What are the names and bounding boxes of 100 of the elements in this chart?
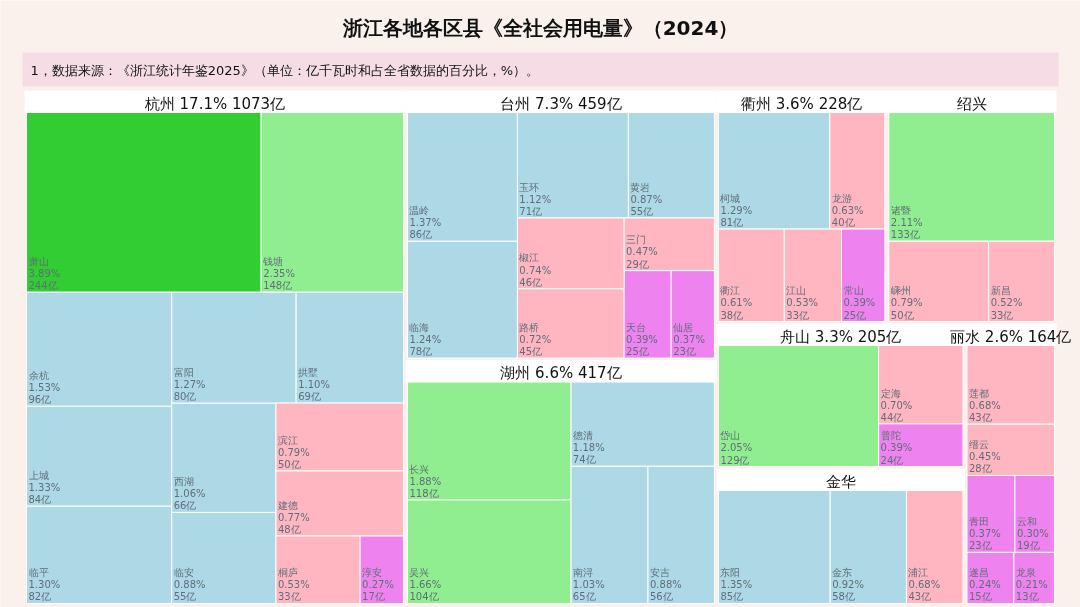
data-label: 0.88% 56亿 xyxy=(649,579,682,603)
data-label: 0.37% 23亿 xyxy=(968,528,1001,552)
category-label: 莲都 xyxy=(968,387,989,399)
category-label: 南浔 xyxy=(572,567,593,579)
data-label: 0.87% 55亿 xyxy=(630,193,663,217)
data-label: 0.27% 17亿 xyxy=(362,579,394,603)
category-label: 柯城 xyxy=(720,192,741,204)
category-label: 衢江 xyxy=(720,285,741,297)
data-label: 2.11% 133亿 xyxy=(890,217,923,241)
category-label: 天台 xyxy=(626,321,647,333)
data-label: 0.70% 44亿 xyxy=(880,399,913,423)
data-label: 0.63% 40亿 xyxy=(831,204,864,229)
category-label: 新昌 xyxy=(990,285,1011,297)
category-label: 诸暨 xyxy=(890,205,911,216)
category-label: 滨江 xyxy=(277,434,298,446)
category-label: 临安 xyxy=(173,567,194,579)
category-label: 钱塘 xyxy=(262,255,284,267)
category-label: 金东 xyxy=(832,567,853,579)
data-label: 1.35% 85亿 xyxy=(720,579,753,603)
category-label: 吴兴 xyxy=(409,567,430,579)
category-label: 普陀 xyxy=(880,430,901,442)
data-label: 0.30% 19亿 xyxy=(1016,528,1049,552)
chart-title: 湖州 6.6% 417亿 xyxy=(500,364,622,383)
text: 浙江各地各区县《全社会用电量》（2024） xyxy=(341,15,739,40)
category-label: 临海 xyxy=(409,321,430,333)
data-label: 0.74% 46亿 xyxy=(519,264,552,288)
category-label: 桐庐 xyxy=(276,567,298,579)
data-label: 3.89% 244亿 xyxy=(28,267,61,292)
category-label: 安吉 xyxy=(649,567,670,579)
data-label: 0.47% 29亿 xyxy=(626,246,658,270)
category-label: 淳安 xyxy=(362,567,383,579)
data-label: 0.79% 50亿 xyxy=(890,297,923,321)
data-label: 0.39% 25亿 xyxy=(626,333,658,358)
data-label: 0.68% 43亿 xyxy=(908,579,941,603)
data-label: 0.52% 33亿 xyxy=(990,297,1023,321)
category-label: 路桥 xyxy=(519,321,540,333)
data-label: 1.37% 86亿 xyxy=(409,217,442,241)
category-label: 遂昌 xyxy=(968,567,989,579)
data-label: 1.10% 69亿 xyxy=(298,378,330,403)
category-label: 岱山 xyxy=(720,430,741,442)
category-label: 仙居 xyxy=(673,321,694,333)
category-label: 江山 xyxy=(786,285,807,297)
category-label: 嵊州 xyxy=(890,285,911,297)
text: 1，数据来源：《浙江统计年鉴2025》（单位：亿千瓦时和占全省数据的百分比，%）。 xyxy=(30,63,540,78)
category-label: 玉环 xyxy=(519,181,540,193)
category-label: 萧山 xyxy=(28,255,49,267)
category-label: 龙泉 xyxy=(1015,567,1036,579)
data-label: 0.45% 28亿 xyxy=(968,451,1001,475)
data-label: 1.66% 104亿 xyxy=(409,579,442,603)
category-label: 云和 xyxy=(1016,516,1037,528)
category-label: 富阳 xyxy=(173,366,194,378)
data-label: 0.39% 24亿 xyxy=(880,442,913,466)
category-label: 西湖 xyxy=(173,476,194,488)
category-label: 椒江 xyxy=(519,252,540,264)
category-label: 临平 xyxy=(28,567,49,579)
text: 绍兴 xyxy=(956,94,987,113)
category-label: 常山 xyxy=(843,285,864,297)
chart-title: 舟山 3.3% 205亿 xyxy=(780,327,902,346)
category-label: 青田 xyxy=(968,516,989,528)
category-label: 黄岩 xyxy=(630,181,651,193)
data-label: 0.68% 43亿 xyxy=(968,400,1001,424)
data-label: 1.29% 81亿 xyxy=(720,204,753,229)
data-label: 1.24% 78亿 xyxy=(409,333,442,358)
category-label: 浦江 xyxy=(908,567,929,579)
data-label: 0.39% 25亿 xyxy=(843,297,876,321)
chart-title: 杭州 17.1% 1073亿 xyxy=(144,94,286,113)
data-label: 2.35% 148亿 xyxy=(263,267,295,292)
chart-title: 台州 7.3% 459亿 xyxy=(500,94,622,113)
data-label: 0.61% 38亿 xyxy=(720,297,753,321)
data-label: 1.33% 84亿 xyxy=(28,481,61,506)
category-label: 龙游 xyxy=(831,192,852,204)
category-label: 温岭 xyxy=(409,205,430,217)
data-label: 0.24% 15亿 xyxy=(968,579,1001,603)
chart-title: 衢州 3.6% 228亿 xyxy=(740,94,863,113)
data-label: 0.72% 45亿 xyxy=(519,333,552,358)
data-label: 0.53% 33亿 xyxy=(277,579,310,603)
text: 金华 xyxy=(825,472,856,491)
data-label: 0.92% 58亿 xyxy=(832,579,864,603)
data-label: 2.05% 129亿 xyxy=(720,442,753,466)
data-label: 0.88% 55亿 xyxy=(173,579,206,603)
category-label: 德清 xyxy=(572,429,593,441)
data-label: 1.30% 82亿 xyxy=(28,579,61,603)
data-label: 0.79% 50亿 xyxy=(277,446,310,470)
data-label: 1.18% 74亿 xyxy=(572,442,605,466)
data-label: 0.77% 48亿 xyxy=(277,511,310,535)
category-label: 缙云 xyxy=(968,439,989,451)
data-label: 1.06% 66亿 xyxy=(173,488,206,512)
category-label: 余杭 xyxy=(28,369,49,381)
data-label: 1.03% 65亿 xyxy=(572,579,605,603)
data-label: 0.37% 23亿 xyxy=(673,333,705,358)
data-label: 1.12% 71亿 xyxy=(519,193,552,217)
category-label: 拱墅 xyxy=(298,366,319,378)
data-label: 1.88% 118亿 xyxy=(409,475,442,499)
category-label: 长兴 xyxy=(409,463,430,475)
category-label: 建德 xyxy=(276,499,298,511)
chart-title: 丽水 2.6% 164亿 xyxy=(950,327,1072,346)
data-label: 1.53% 96亿 xyxy=(28,382,61,406)
category-label: 三门 xyxy=(626,234,647,246)
data-label: 0.53% 33亿 xyxy=(786,297,819,321)
category-label: 定海 xyxy=(880,387,901,399)
